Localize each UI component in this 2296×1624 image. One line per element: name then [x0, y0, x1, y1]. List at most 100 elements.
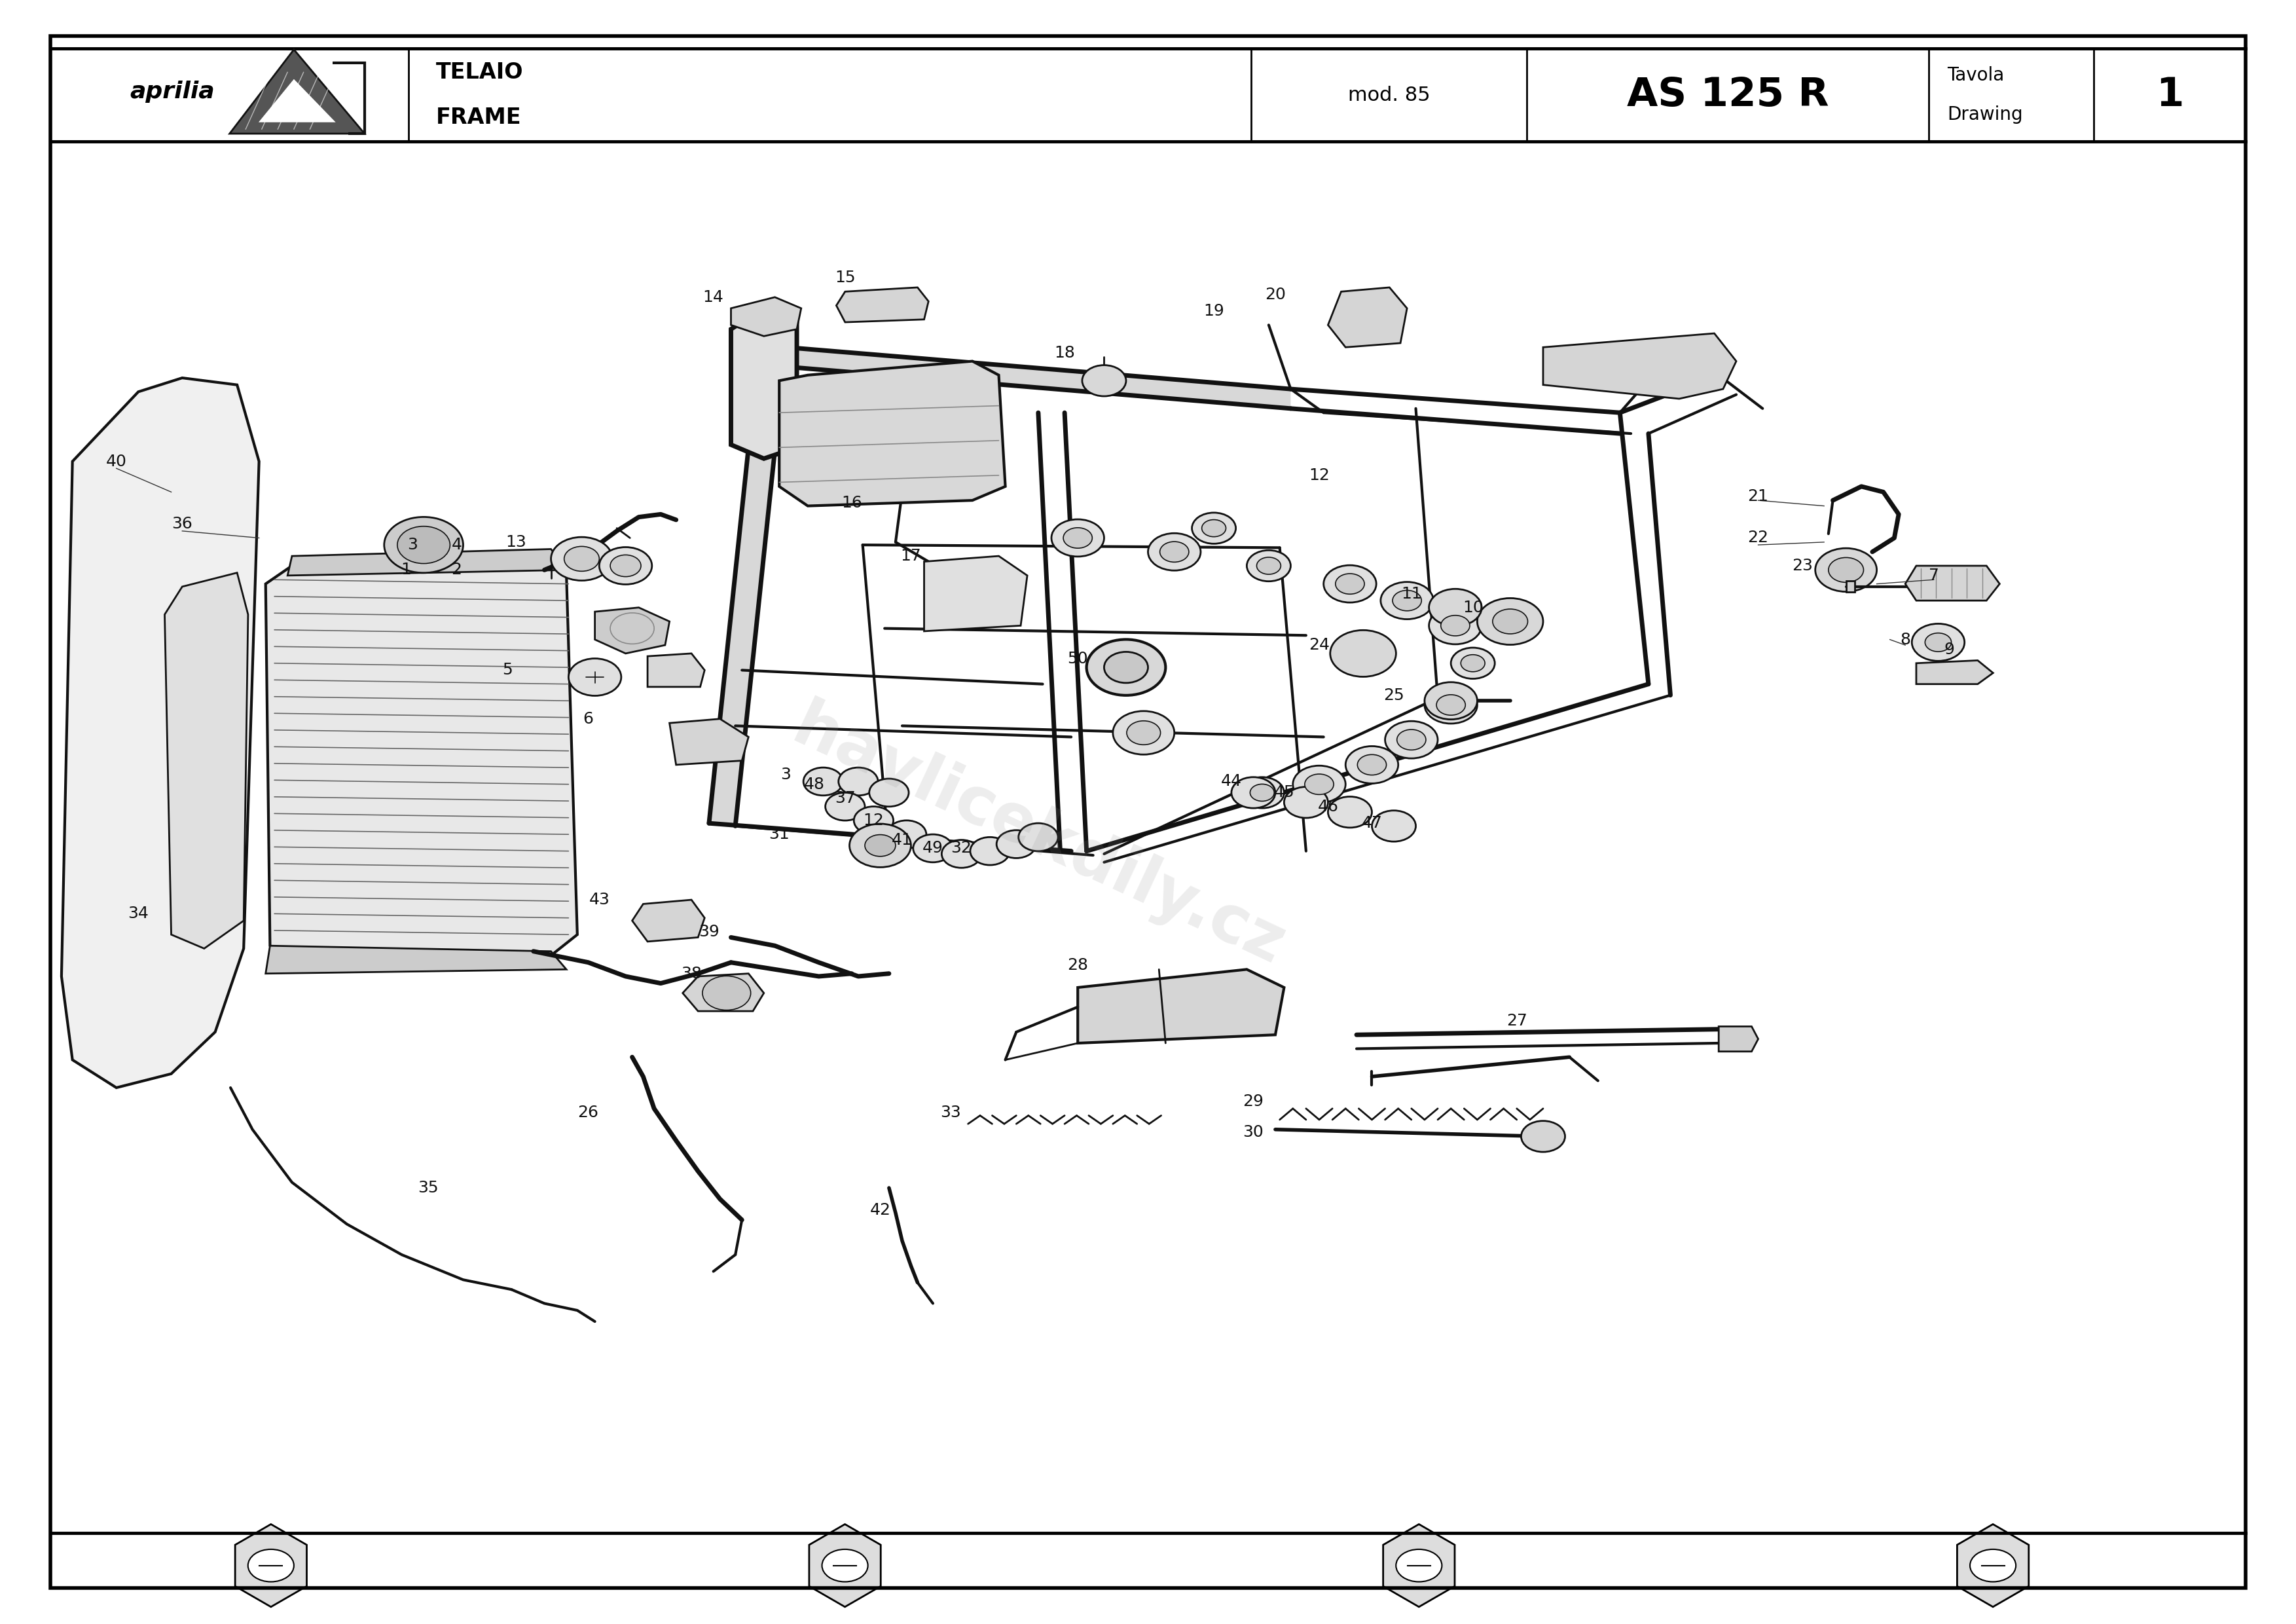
Circle shape [854, 807, 893, 835]
Circle shape [611, 555, 641, 577]
Text: 22: 22 [1747, 529, 1768, 546]
Polygon shape [1327, 287, 1407, 348]
Circle shape [866, 835, 895, 856]
Circle shape [1322, 565, 1375, 603]
Circle shape [569, 658, 622, 695]
Polygon shape [808, 1525, 882, 1606]
Polygon shape [670, 719, 748, 765]
Polygon shape [230, 49, 365, 133]
Text: 49: 49 [923, 841, 944, 856]
Circle shape [996, 830, 1035, 857]
Text: 25: 25 [1384, 687, 1405, 703]
Circle shape [248, 1549, 294, 1582]
Text: 36: 36 [172, 516, 193, 533]
Circle shape [1442, 615, 1469, 637]
Text: 6: 6 [583, 711, 595, 726]
Text: 5: 5 [503, 663, 512, 677]
Polygon shape [595, 607, 670, 653]
Text: 4: 4 [452, 538, 461, 552]
Circle shape [1256, 557, 1281, 575]
Text: 31: 31 [769, 827, 790, 843]
Text: 12: 12 [1309, 468, 1329, 484]
Polygon shape [631, 900, 705, 942]
Circle shape [1201, 520, 1226, 538]
Circle shape [1396, 729, 1426, 750]
Polygon shape [1077, 970, 1283, 1043]
Circle shape [551, 538, 613, 580]
Text: 9: 9 [1945, 641, 1954, 658]
Text: 23: 23 [1791, 559, 1812, 573]
Circle shape [1081, 365, 1125, 396]
Polygon shape [682, 973, 765, 1012]
Polygon shape [1720, 1026, 1759, 1051]
Circle shape [1396, 1549, 1442, 1582]
Circle shape [1460, 654, 1486, 672]
Polygon shape [709, 406, 778, 827]
Text: 20: 20 [1265, 286, 1286, 302]
Text: 29: 29 [1242, 1093, 1263, 1109]
Polygon shape [778, 361, 1006, 507]
Circle shape [1373, 810, 1417, 841]
Text: 42: 42 [870, 1202, 891, 1218]
Text: mod. 85: mod. 85 [1348, 86, 1430, 104]
Polygon shape [165, 573, 248, 948]
Circle shape [1336, 573, 1364, 594]
Text: 48: 48 [804, 776, 824, 793]
Text: havlicekdily.cz: havlicekdily.cz [783, 695, 1295, 979]
Circle shape [383, 516, 464, 573]
Text: 13: 13 [505, 534, 526, 551]
Circle shape [1019, 823, 1058, 851]
Text: 44: 44 [1221, 773, 1242, 789]
Circle shape [1437, 695, 1465, 715]
Circle shape [1380, 581, 1433, 619]
Polygon shape [266, 945, 567, 973]
Circle shape [824, 793, 866, 820]
Text: 26: 26 [579, 1104, 599, 1121]
Text: 1: 1 [402, 562, 411, 578]
Circle shape [1086, 640, 1166, 695]
Text: 8: 8 [1901, 632, 1910, 648]
Text: 30: 30 [1242, 1124, 1263, 1140]
Text: 27: 27 [1506, 1013, 1527, 1028]
Circle shape [1240, 778, 1283, 809]
Text: 37: 37 [836, 791, 856, 806]
Circle shape [1451, 648, 1495, 679]
Text: Drawing: Drawing [1947, 106, 2023, 123]
Polygon shape [234, 1525, 308, 1606]
Polygon shape [1382, 1525, 1456, 1606]
Text: 1: 1 [2156, 76, 2183, 114]
Text: 28: 28 [1068, 958, 1088, 973]
Circle shape [1913, 624, 1965, 661]
Text: 19: 19 [1203, 304, 1224, 318]
Circle shape [822, 1549, 868, 1582]
Circle shape [1424, 687, 1476, 724]
Circle shape [1345, 745, 1398, 783]
Text: 39: 39 [698, 924, 719, 940]
Circle shape [1052, 520, 1104, 557]
Circle shape [1924, 633, 1952, 651]
Text: 16: 16 [840, 495, 861, 512]
Circle shape [1283, 788, 1327, 818]
Polygon shape [1917, 661, 1993, 684]
Circle shape [1357, 755, 1387, 775]
Circle shape [703, 976, 751, 1010]
Text: 45: 45 [1274, 784, 1295, 801]
Circle shape [941, 840, 980, 867]
Circle shape [1329, 630, 1396, 677]
Circle shape [1293, 765, 1345, 802]
Text: 12: 12 [863, 812, 884, 828]
Text: 18: 18 [1054, 344, 1075, 361]
Text: Tavola: Tavola [1947, 67, 2004, 84]
Text: 46: 46 [1318, 799, 1339, 814]
Polygon shape [62, 378, 259, 1088]
Text: 35: 35 [418, 1181, 439, 1195]
Text: 40: 40 [106, 453, 126, 469]
Circle shape [1522, 1121, 1566, 1151]
Text: 14: 14 [703, 289, 723, 305]
Circle shape [1391, 591, 1421, 611]
Circle shape [914, 835, 953, 862]
Circle shape [870, 778, 909, 807]
Text: 7: 7 [1929, 568, 1940, 583]
Text: 38: 38 [682, 966, 703, 981]
Circle shape [1327, 797, 1373, 828]
